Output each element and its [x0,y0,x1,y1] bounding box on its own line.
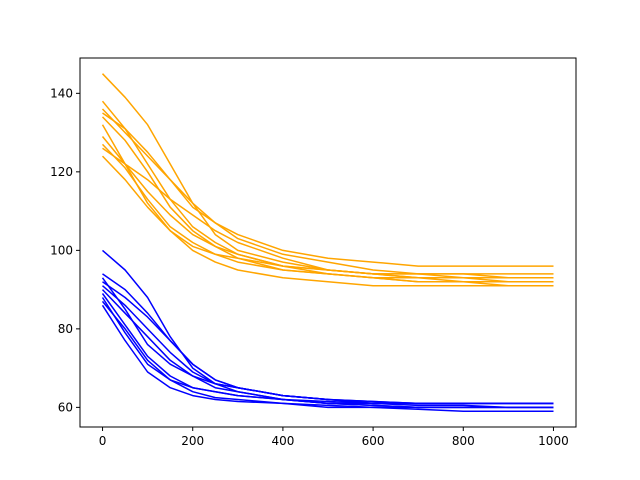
series-line-17 [101,300,554,413]
axes-frame [79,57,577,428]
y-axis: 60 80 100 120 140 [50,86,80,414]
y-tick-label: 140 [50,86,73,100]
series-line-18 [101,304,554,409]
y-tick-label: 120 [50,165,73,179]
x-axis: 0 200 400 600 800 1000 [99,427,569,448]
y-tick-label: 80 [58,322,73,336]
series-line-4 [101,124,554,275]
x-tick-label: 1000 [538,434,569,448]
x-tick-label: 800 [452,434,475,448]
x-tick-label: 400 [271,434,294,448]
y-tick-label: 100 [50,243,73,257]
x-tick-label: 600 [362,434,385,448]
series-line-6 [101,143,554,287]
series-line-19 [102,273,554,405]
series-line-14 [101,289,554,409]
series-layer [101,73,554,413]
series-line-8 [101,155,554,287]
y-tick-label: 60 [58,400,73,414]
x-tick-label: 0 [99,434,107,448]
series-line-9 [102,112,554,267]
series-line-7 [102,147,554,279]
x-tick-label: 200 [181,434,204,448]
